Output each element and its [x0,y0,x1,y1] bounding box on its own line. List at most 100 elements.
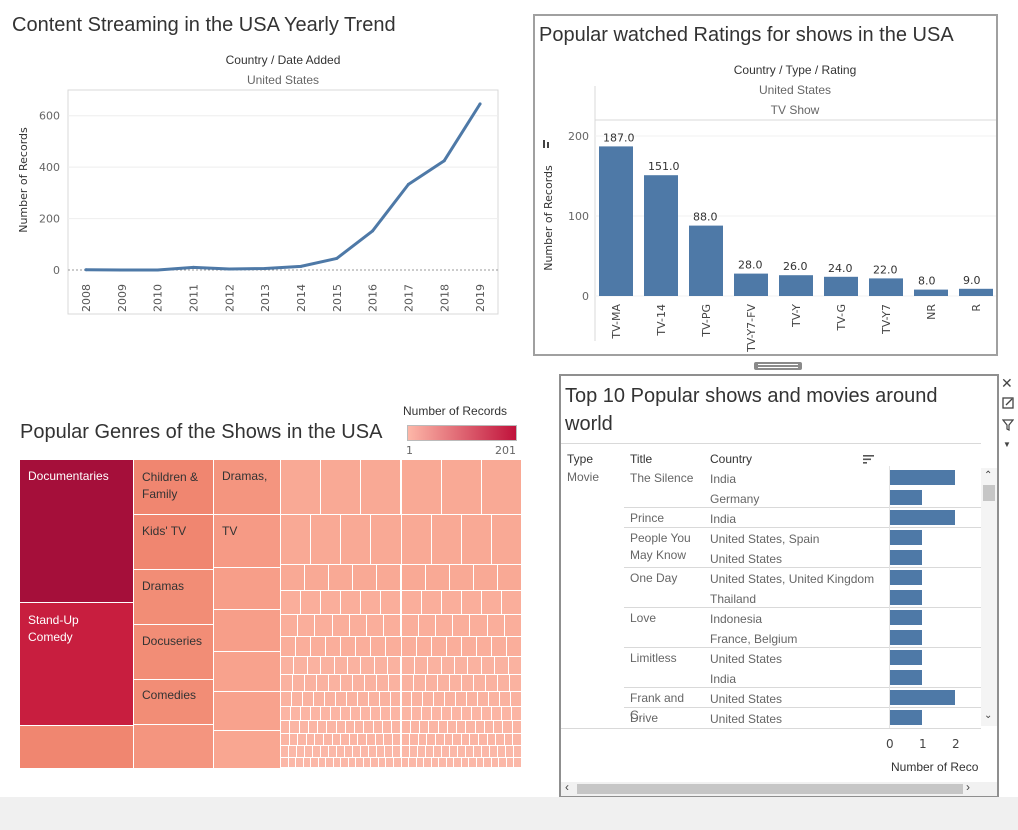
tile-children-family[interactable]: Children & Family [134,460,213,514]
tile-small[interactable] [353,746,361,757]
tile-small[interactable] [296,758,303,767]
row-bar[interactable] [889,710,922,725]
tile-small[interactable] [393,746,401,757]
tile-small[interactable] [348,758,356,767]
tile-small[interactable] [491,758,499,767]
tile-small[interactable] [351,707,361,720]
tile-small[interactable] [386,758,393,767]
tile-small[interactable] [446,758,454,767]
tile-small[interactable] [321,707,331,720]
more-options-icon[interactable]: ▼ [1003,440,1011,449]
tile-small[interactable] [345,721,355,733]
tile-small[interactable] [410,734,418,745]
tile-small[interactable] [401,707,411,720]
tile-small[interactable] [469,758,476,767]
tile-small[interactable] [356,758,363,767]
tile-small[interactable] [311,758,318,767]
tile-other-6[interactable] [214,692,280,730]
tile-small[interactable] [315,734,324,745]
row-title[interactable]: The Silence [630,471,694,485]
tile-small[interactable] [447,721,457,733]
tile-small[interactable] [281,734,289,745]
tile-small[interactable] [478,692,489,706]
tile-small[interactable] [431,637,446,656]
tile-small[interactable] [512,721,521,733]
tile-small[interactable] [377,675,389,691]
tile-small[interactable] [324,692,335,706]
tile-small[interactable] [421,707,431,720]
tile-small[interactable] [361,657,374,674]
tile-other-3[interactable] [214,568,280,609]
tile-small[interactable] [345,746,353,757]
tile-small[interactable] [382,721,392,733]
tile-small[interactable] [491,515,521,564]
tile-small[interactable] [495,657,508,674]
tile-small[interactable] [506,758,514,767]
tile-small[interactable] [301,707,311,720]
tile-small[interactable] [478,734,487,745]
tile-small[interactable] [332,734,341,745]
tile-other-4[interactable] [214,610,280,651]
scroll-thumb[interactable] [983,485,995,501]
tile-small[interactable] [425,746,433,757]
tile-small[interactable] [341,734,349,745]
tile-small[interactable] [298,615,315,636]
tile-small[interactable] [487,615,504,636]
tile-small[interactable] [347,657,361,674]
panel-drag-handle[interactable] [754,362,802,370]
tile-small[interactable] [291,707,301,720]
tile-small[interactable] [401,734,410,745]
tile-small[interactable] [441,460,481,514]
tile-small[interactable] [281,746,289,757]
tile-small[interactable] [357,692,368,706]
tile-small[interactable] [335,692,346,706]
tile-small[interactable] [417,746,425,757]
ratings-panel[interactable]: Popular watched Ratings for shows in the… [533,14,998,356]
row-country[interactable]: United States, United Kingdom [710,572,875,586]
tile-small[interactable] [401,460,441,514]
tile-small[interactable] [511,707,521,720]
col-header-type[interactable]: Type [567,452,594,466]
tile-small[interactable] [461,591,481,614]
tile-small[interactable] [444,734,453,745]
close-icon[interactable]: ✕ [1001,375,1013,391]
tile-small[interactable] [453,734,461,745]
tile-small[interactable] [428,657,441,674]
tile-small[interactable] [401,675,413,691]
tile-small[interactable] [367,615,384,636]
tile-small[interactable] [429,721,438,733]
tile-small[interactable] [313,746,321,757]
tile-small[interactable] [305,746,313,757]
tile-small[interactable] [499,758,506,767]
tile-small[interactable] [421,591,441,614]
tile-small[interactable] [457,746,465,757]
tile-small[interactable] [329,746,337,757]
tile-small[interactable] [455,657,468,674]
tile-small[interactable] [514,758,521,767]
tile-small[interactable] [484,758,491,767]
tile-small[interactable] [413,675,425,691]
tile-small[interactable] [496,734,504,745]
tile-small[interactable] [508,657,521,674]
tile-small[interactable] [298,734,306,745]
tile-small[interactable] [441,746,449,757]
tile-small[interactable] [318,721,327,733]
tile-small[interactable] [307,657,321,674]
tile-small[interactable] [401,692,412,706]
tile-small[interactable] [439,758,446,767]
row-country[interactable]: United States [710,552,783,566]
tile-small[interactable] [329,565,353,590]
tile-small[interactable] [356,637,371,656]
tile-small[interactable] [513,734,521,745]
tile-small[interactable] [451,707,461,720]
tile-small[interactable] [305,565,329,590]
tile-small[interactable] [341,758,348,767]
tile-small[interactable] [341,675,353,691]
tile-small[interactable] [434,692,445,706]
tile-small[interactable] [473,565,497,590]
tile-small[interactable] [321,746,329,757]
tile-small[interactable] [336,721,345,733]
tile-small[interactable] [371,637,386,656]
tile-small[interactable] [476,637,491,656]
row-bar[interactable] [889,590,922,605]
